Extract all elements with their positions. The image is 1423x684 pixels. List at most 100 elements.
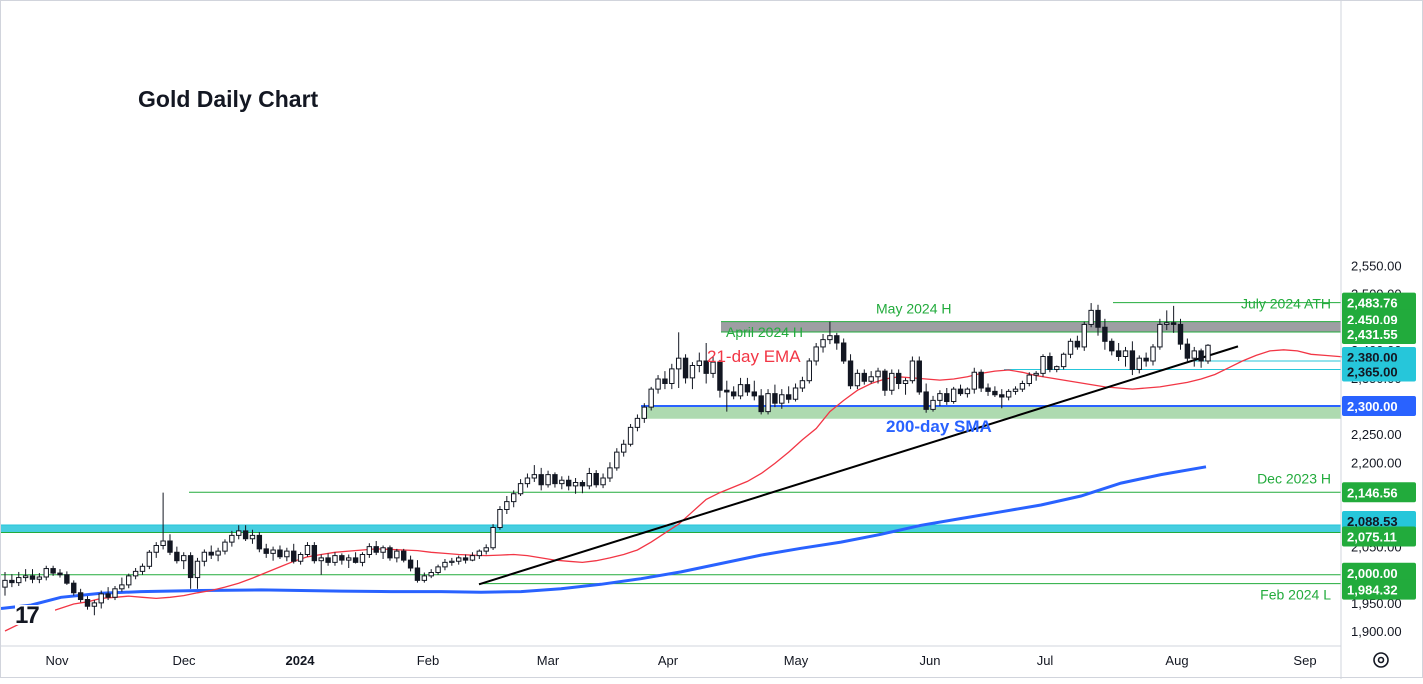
candle <box>524 473 531 488</box>
candle <box>813 343 819 366</box>
candle-body <box>1074 340 1081 348</box>
ema-annotation: 21-day EMA <box>707 347 801 366</box>
candle <box>806 358 812 384</box>
candle <box>462 554 469 564</box>
candle <box>167 534 173 556</box>
candle-body <box>813 346 819 362</box>
price-badge-text: 2,146.56 <box>1347 485 1398 500</box>
gear-icon[interactable] <box>1373 652 1389 668</box>
candle <box>620 439 627 457</box>
candle <box>50 565 56 576</box>
price-badge-bg <box>1342 482 1416 503</box>
candle <box>9 574 15 588</box>
candle-body <box>469 555 476 561</box>
candle <box>614 448 620 471</box>
candle-body <box>71 582 77 594</box>
candle-body <box>394 550 400 559</box>
candle-body <box>325 557 331 563</box>
candle <box>98 590 104 609</box>
level-label-6: Dec 2023 H <box>1257 470 1331 486</box>
candle <box>1054 365 1060 373</box>
candle <box>291 543 297 564</box>
candle <box>504 496 510 514</box>
candle-body <box>1205 344 1211 362</box>
candle-body <box>1047 356 1053 370</box>
price-badge-text: 2,450.09 <box>1347 313 1398 328</box>
candle-body <box>407 559 414 569</box>
price-badge-2: 2,431.55 <box>1342 324 1416 345</box>
candle <box>112 586 118 601</box>
candle <box>208 545 214 559</box>
candle-body <box>229 534 235 543</box>
candle <box>1026 372 1032 387</box>
candle <box>1033 371 1039 381</box>
candle <box>421 572 428 583</box>
price-badge-text: 2,380.00 <box>1347 350 1398 365</box>
price-tick-0: 2,550.00 <box>1351 258 1402 273</box>
candle-body <box>1012 388 1019 392</box>
time-axis[interactable]: Nov Dec 2024 Feb Mar Apr May Jun Jul Aug Sep <box>45 653 1316 668</box>
candle-body <box>1102 326 1108 342</box>
candle-body <box>146 551 153 567</box>
candle-body <box>153 545 159 553</box>
price-badge-text: 2,075.11 <box>1347 530 1397 545</box>
candle <box>153 542 159 558</box>
candle-body <box>359 554 366 563</box>
candle-body <box>435 566 441 573</box>
candle <box>655 375 661 394</box>
candle <box>937 390 943 406</box>
candle-body <box>291 550 297 562</box>
candle <box>607 462 613 482</box>
logo-text: 17 <box>15 602 39 629</box>
candle-body <box>50 568 56 574</box>
candle <box>586 467 593 490</box>
candle-body <box>9 579 15 584</box>
candle-body <box>1143 357 1149 362</box>
candle-body <box>414 567 421 581</box>
candle <box>1012 386 1019 395</box>
candle-body <box>895 372 902 384</box>
candle-body <box>785 394 792 400</box>
candle <box>531 465 538 482</box>
candle <box>517 479 524 496</box>
level-label-2: April 2024 H <box>726 324 803 340</box>
candle-body <box>380 547 386 553</box>
candle <box>146 550 153 570</box>
candle <box>675 332 682 388</box>
candle <box>442 559 448 571</box>
candle-body <box>634 417 641 428</box>
candle-body <box>1157 323 1163 348</box>
candles <box>2 303 1211 616</box>
candle-body <box>64 574 70 584</box>
candle <box>1205 344 1211 364</box>
candle <box>311 542 318 564</box>
candle <box>1102 318 1108 350</box>
candle <box>957 384 964 396</box>
candle <box>724 380 730 412</box>
candle <box>703 343 709 384</box>
time-tick-9: Aug <box>1165 653 1188 668</box>
candle-body <box>902 380 909 384</box>
candle <box>641 403 648 423</box>
candle-body <box>277 549 283 558</box>
candle-body <box>655 378 661 390</box>
candle-body <box>462 557 469 561</box>
candle <box>1198 348 1204 368</box>
candle <box>1019 380 1026 392</box>
candle-body <box>854 372 861 387</box>
candle-body <box>1191 350 1197 359</box>
candle-body <box>1109 340 1115 352</box>
candle-body <box>806 360 812 382</box>
candle-body <box>957 388 964 395</box>
price-badge-5: 2,300.00 <box>1342 396 1416 416</box>
candle <box>126 573 132 589</box>
candle <box>71 580 77 596</box>
candle-body <box>339 555 345 561</box>
tradingview-logo[interactable]: 17 <box>15 602 55 629</box>
candle-body <box>43 568 49 578</box>
candle <box>304 542 311 557</box>
candle <box>648 386 654 411</box>
candle <box>1157 318 1163 350</box>
trendline <box>478 345 1239 586</box>
candle <box>366 543 373 558</box>
